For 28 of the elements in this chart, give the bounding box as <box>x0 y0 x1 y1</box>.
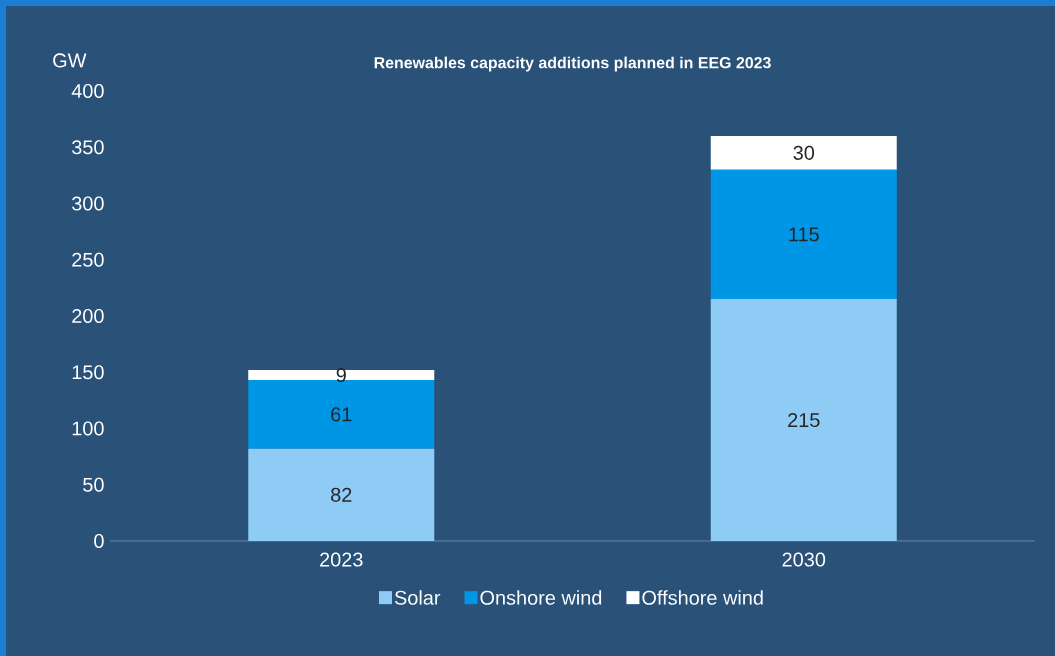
data-label: 30 <box>793 145 815 160</box>
y-tick-label: 50 <box>83 477 104 492</box>
chart-title: Renewables capacity additions planned in EEG 2023 <box>374 56 771 72</box>
legend-label: Offshore wind <box>642 590 763 605</box>
bar <box>710 169 897 300</box>
bar <box>710 299 897 541</box>
y-axis-title: GW <box>53 53 87 68</box>
data-label: 215 <box>788 413 820 428</box>
bar <box>710 135 897 170</box>
legend-label: Solar <box>394 590 441 605</box>
x-tick-label: 2023 <box>320 552 363 567</box>
y-tick-label: 400 <box>71 83 104 99</box>
y-tick-label: 300 <box>72 196 104 211</box>
data-label: 61 <box>331 407 352 422</box>
bar <box>248 380 435 449</box>
bar <box>248 448 435 541</box>
y-tick-label: 250 <box>72 252 104 267</box>
data-label: 115 <box>789 227 819 242</box>
x-tick-label: 2030 <box>782 552 826 567</box>
y-tick-label: 0 <box>94 533 104 549</box>
y-tick-label: 200 <box>72 308 104 324</box>
y-tick-label: 150 <box>72 365 104 380</box>
y-tick-label: 100 <box>72 421 104 436</box>
data-label: 9 <box>336 368 346 383</box>
bar <box>248 369 435 381</box>
data-label: 82 <box>331 487 352 502</box>
y-tick-label: 350 <box>72 140 104 155</box>
legend-label: Onshore wind <box>480 590 602 605</box>
